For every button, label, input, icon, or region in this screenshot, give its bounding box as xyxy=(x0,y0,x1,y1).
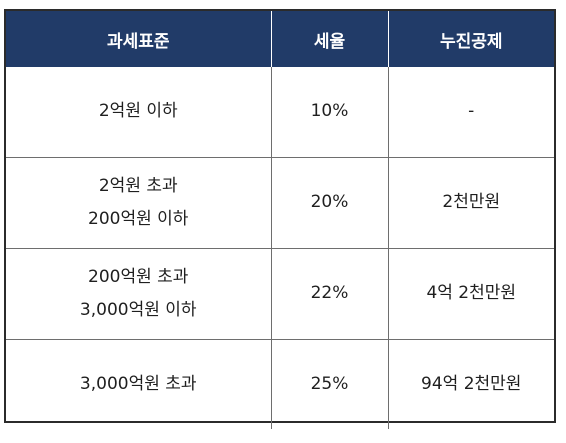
header-tax-rate: 세율 xyxy=(271,11,389,67)
tax-base-line: 2억원 이하 xyxy=(98,101,178,122)
table-row: 3,000억원 초과 25% 94억 2천만원 xyxy=(6,339,554,429)
tax-rate-cell: 25% xyxy=(271,339,389,429)
tax-base-line: 3,000억원 이하 xyxy=(79,299,197,320)
tax-base-cell: 3,000억원 초과 xyxy=(6,339,272,429)
tax-base-line: 2억원 초과 xyxy=(98,175,178,196)
table-body: 2억원 이하 10% - 2억원 초과 200억원 이하 20% 2천만원 20… xyxy=(6,67,554,429)
tax-base-cell: 2억원 초과 200억원 이하 xyxy=(6,157,272,249)
header-progressive-deduction: 누진공제 xyxy=(388,11,554,67)
table-row: 2억원 초과 200억원 이하 20% 2천만원 xyxy=(6,157,554,249)
deduction-cell: - xyxy=(388,67,554,158)
table-row: 200억원 초과 3,000억원 이하 22% 4억 2천만원 xyxy=(6,248,554,340)
tax-base-line: 200억원 초과 xyxy=(88,266,189,287)
table-header: 과세표준 세율 누진공제 xyxy=(6,11,554,67)
deduction-cell: 94억 2천만원 xyxy=(421,373,522,394)
tax-base-line: 3,000억원 초과 xyxy=(79,373,197,394)
tax-rate-cell: 22% xyxy=(271,248,389,340)
deduction-cell: 4억 2천만원 xyxy=(388,248,554,340)
tax-base-cell: 200억원 초과 3,000억원 이하 xyxy=(6,248,272,340)
table-row: 2억원 이하 10% - xyxy=(6,67,554,158)
deduction-cell: 2천만원 xyxy=(388,157,554,249)
tax-rate-table: 과세표준 세율 누진공제 2억원 이하 10% - 2억원 초과 200억원 이… xyxy=(6,11,554,429)
tax-rate-cell: 10% xyxy=(271,67,389,158)
tax-rate-cell: 20% xyxy=(271,157,389,249)
header-row: 과세표준 세율 누진공제 xyxy=(6,11,554,67)
header-tax-base: 과세표준 xyxy=(6,11,272,67)
tax-base-line: 200억원 이하 xyxy=(88,208,189,229)
tax-base-cell: 2억원 이하 xyxy=(6,67,272,158)
tax-rate-table-frame: 과세표준 세율 누진공제 2억원 이하 10% - 2억원 초과 200억원 이… xyxy=(4,9,556,429)
